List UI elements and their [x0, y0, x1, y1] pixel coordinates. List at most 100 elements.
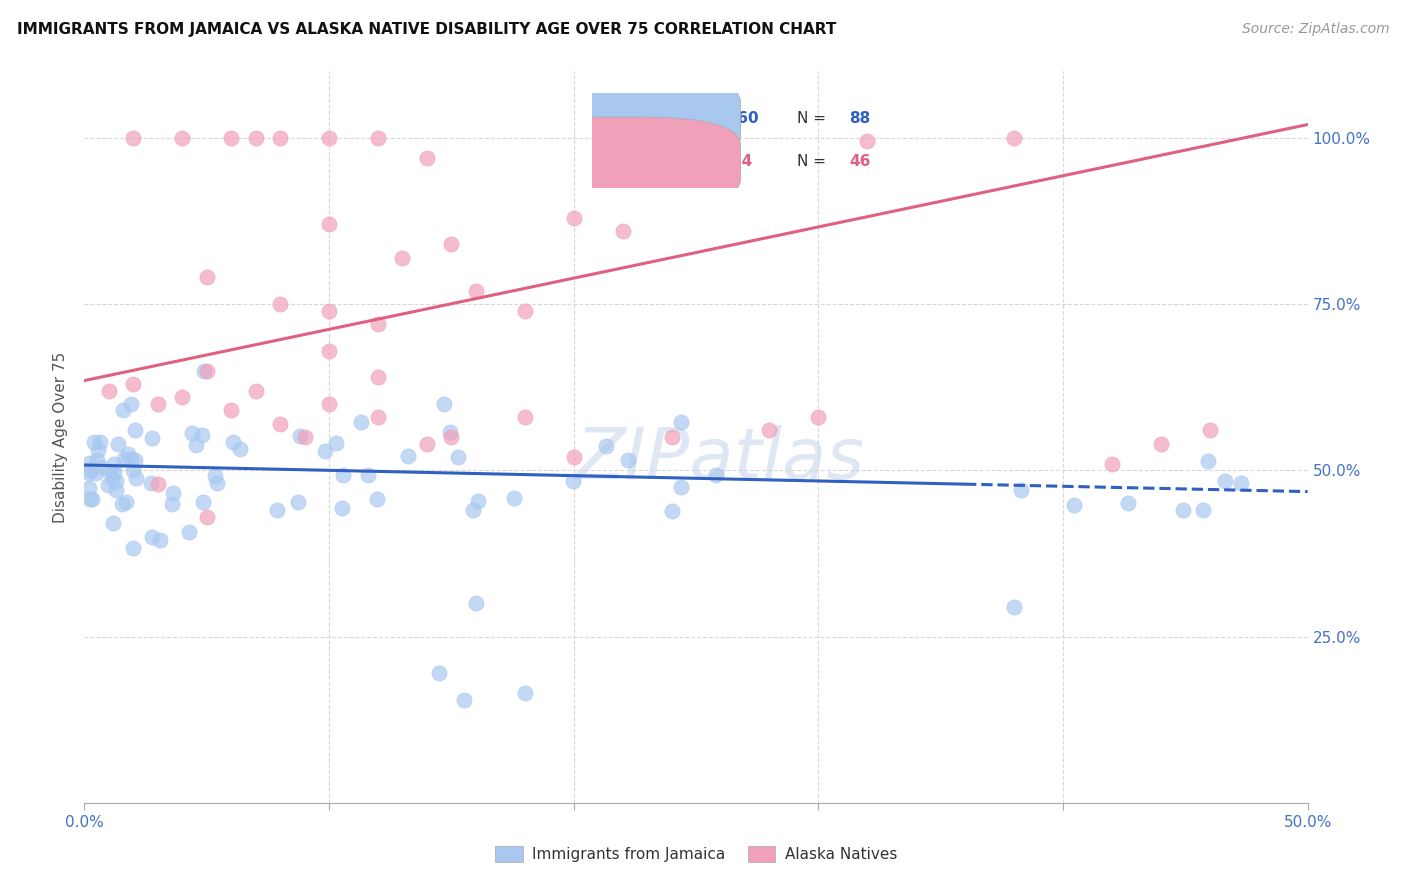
Point	[513, 410, 536, 425]
Point	[105, 475, 128, 489]
Point	[112, 402, 135, 417]
Point	[561, 474, 583, 488]
Point	[453, 692, 475, 706]
Point	[193, 364, 215, 378]
Point	[180, 426, 202, 441]
Point	[513, 686, 536, 700]
Point	[1192, 503, 1215, 517]
Point	[97, 384, 120, 398]
Point	[100, 472, 122, 486]
Point	[122, 541, 145, 555]
Point	[367, 410, 389, 425]
Point	[266, 503, 288, 517]
Point	[562, 211, 585, 225]
Point	[440, 430, 463, 444]
Point	[416, 151, 439, 165]
Text: ZIPatlas: ZIPatlas	[576, 425, 865, 493]
Point	[125, 471, 148, 485]
Text: IMMIGRANTS FROM JAMAICA VS ALASKA NATIVE DISABILITY AGE OVER 75 CORRELATION CHAR: IMMIGRANTS FROM JAMAICA VS ALASKA NATIVE…	[17, 22, 837, 37]
Point	[77, 482, 100, 496]
Point	[120, 397, 142, 411]
Point	[84, 466, 107, 480]
Point	[79, 467, 101, 481]
Point	[467, 494, 489, 508]
Point	[195, 363, 218, 377]
Y-axis label: Disability Age Over 75: Disability Age Over 75	[53, 351, 69, 523]
Point	[332, 468, 354, 483]
Point	[1150, 436, 1173, 450]
Point	[100, 464, 122, 478]
Point	[186, 438, 208, 452]
Point	[318, 397, 340, 411]
Point	[617, 453, 640, 467]
Point	[245, 384, 267, 398]
Point	[464, 284, 486, 298]
Point	[288, 428, 311, 442]
Point	[177, 524, 200, 539]
Point	[427, 666, 450, 681]
Point	[704, 468, 727, 483]
Point	[172, 390, 194, 404]
Point	[1173, 503, 1195, 517]
Point	[195, 270, 218, 285]
Point	[112, 452, 135, 467]
Point	[90, 460, 112, 475]
Point	[1197, 454, 1219, 468]
Point	[807, 410, 830, 425]
Point	[103, 465, 125, 479]
Point	[122, 131, 145, 145]
Point	[464, 596, 486, 610]
Point	[269, 131, 291, 145]
Point	[416, 436, 439, 450]
Point	[120, 452, 142, 467]
Point	[1002, 599, 1025, 614]
Point	[1198, 424, 1220, 438]
Point	[162, 486, 184, 500]
Point	[117, 447, 139, 461]
Point	[79, 492, 101, 507]
Point	[89, 435, 111, 450]
Point	[124, 452, 146, 467]
Point	[562, 450, 585, 464]
Point	[1101, 457, 1123, 471]
Point	[318, 131, 340, 145]
Point	[245, 131, 267, 145]
Point	[101, 516, 124, 530]
Point	[77, 457, 100, 471]
Point	[146, 397, 169, 411]
Point	[287, 495, 309, 509]
Point	[325, 436, 347, 450]
Point	[503, 491, 526, 505]
Point	[111, 497, 134, 511]
Point	[146, 476, 169, 491]
Point	[219, 131, 242, 145]
Point	[1063, 498, 1085, 512]
Point	[162, 497, 184, 511]
Point	[357, 467, 380, 482]
Point	[228, 442, 250, 456]
Point	[195, 509, 218, 524]
Point	[669, 480, 692, 494]
Point	[221, 434, 243, 449]
Point	[149, 533, 172, 547]
Point	[366, 492, 388, 507]
Point	[191, 428, 214, 442]
Point	[269, 297, 291, 311]
Point	[205, 475, 228, 490]
Point	[330, 500, 353, 515]
Point	[1230, 476, 1253, 491]
Point	[115, 494, 138, 508]
Point	[124, 423, 146, 437]
Point	[661, 504, 683, 518]
Point	[219, 403, 242, 417]
Point	[440, 237, 463, 252]
Point	[396, 449, 419, 463]
Point	[1116, 496, 1139, 510]
Point	[269, 417, 291, 431]
Point	[318, 217, 340, 231]
Point	[105, 483, 128, 498]
Point	[122, 376, 145, 391]
Point	[82, 491, 104, 506]
Point	[318, 303, 340, 318]
Point	[79, 463, 101, 477]
